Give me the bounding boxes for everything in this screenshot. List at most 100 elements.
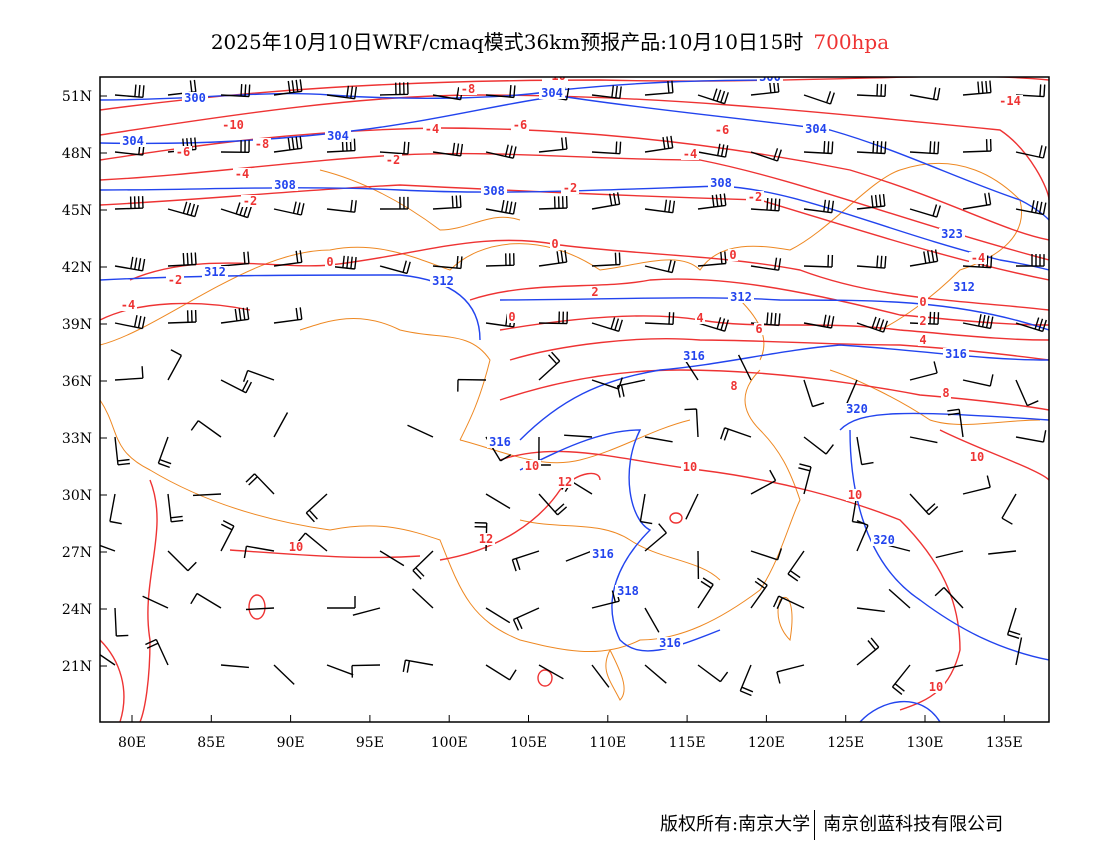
label-background	[918, 296, 928, 308]
wind-barb	[697, 88, 729, 105]
label-background	[202, 266, 228, 278]
label-background	[918, 315, 928, 327]
label-background	[729, 380, 739, 392]
contour-label: 304	[122, 134, 144, 148]
label-background	[846, 489, 864, 501]
wind-barb	[1015, 430, 1047, 443]
wind-barb	[485, 85, 516, 99]
label-background	[253, 138, 271, 150]
lat-tick-label: 27N	[62, 545, 92, 561]
contour-label: 316	[659, 636, 681, 650]
label-background	[556, 476, 574, 488]
label-background	[871, 534, 897, 546]
wind-barb	[565, 550, 593, 562]
wind-barb	[856, 140, 887, 155]
wind-barb	[100, 544, 116, 552]
label-background	[695, 312, 705, 324]
wind-barb	[190, 420, 222, 438]
wind-barb	[856, 519, 869, 552]
wind-barb	[142, 595, 169, 609]
wind-barb	[750, 148, 782, 162]
wind-barb	[591, 192, 621, 210]
wind-barb	[243, 545, 275, 559]
wind-barb	[750, 312, 781, 327]
wind-barb	[856, 83, 887, 97]
wind-barb	[326, 85, 357, 100]
label-background	[615, 585, 641, 597]
wind-barb	[242, 369, 275, 383]
contour-label: 10	[970, 450, 984, 464]
wind-barb	[114, 84, 145, 98]
contour-label: 308	[483, 184, 505, 198]
wind-barb	[644, 199, 676, 214]
label-background	[969, 252, 987, 264]
label-background	[713, 124, 731, 136]
wind-barb	[697, 193, 727, 210]
wind-barb	[379, 550, 405, 567]
wind-barb	[351, 664, 381, 678]
label-background	[487, 436, 513, 448]
contour-label: -8	[461, 82, 475, 96]
wind-barb	[327, 596, 356, 609]
wind-barb	[1006, 607, 1021, 639]
wind-barb	[697, 664, 729, 683]
wind-barb	[220, 84, 251, 98]
label-background	[918, 334, 928, 346]
footer-divider	[814, 810, 816, 840]
label-background	[523, 460, 541, 472]
contour-label: 308	[710, 176, 732, 190]
label-background	[507, 311, 517, 323]
wind-barb	[485, 199, 517, 215]
wind-barb	[538, 351, 561, 381]
wind-barb	[100, 653, 116, 666]
label-background	[550, 238, 560, 250]
wind-barb	[432, 255, 463, 270]
label-background	[423, 123, 441, 135]
wind-barb	[379, 141, 410, 155]
wind-barb	[220, 202, 253, 219]
contour-label: 4	[919, 333, 926, 347]
contour-label: 316	[592, 547, 614, 561]
wind-barb	[192, 493, 222, 497]
wind-barb	[856, 316, 889, 333]
label-background	[590, 286, 600, 298]
wind-barb	[145, 638, 169, 666]
wind-barb	[750, 79, 780, 96]
wind-barb	[888, 588, 911, 609]
pressure-level: 700hpa	[813, 30, 890, 54]
longitude-axis: 80E 85E 90E 95E 100E 105E 110E 115E 120E 125E 130E…	[118, 715, 1023, 751]
wind-barb	[962, 374, 994, 387]
contour-label: 300	[184, 91, 206, 105]
wind-barb	[909, 249, 939, 267]
map-frame	[99, 76, 1050, 723]
label-background	[943, 348, 969, 360]
wind-barb	[157, 436, 172, 469]
lon-tick-label: 85E	[197, 735, 225, 751]
wind-barb	[114, 436, 130, 466]
contour-label: 0	[326, 255, 333, 269]
contour-label: 6	[755, 322, 762, 336]
wind-barb	[273, 412, 289, 438]
lat-tick-label: 39N	[62, 317, 92, 333]
wind-barb	[697, 577, 714, 609]
contour-label: 10	[289, 540, 303, 554]
wind-barb	[591, 252, 621, 267]
wind-barb	[352, 607, 381, 616]
wind-barb	[962, 254, 993, 269]
wind-barb	[798, 463, 812, 495]
wind-barb	[684, 408, 699, 438]
contour-label: 308	[274, 178, 296, 192]
wind-barb	[1015, 200, 1047, 216]
label-background	[590, 548, 616, 560]
contour-label: -2	[748, 190, 762, 204]
wind-barb	[1001, 493, 1017, 525]
label-background	[939, 228, 965, 240]
contour-label: -6	[715, 123, 729, 137]
label-background	[120, 135, 146, 147]
wind-barb	[485, 253, 515, 267]
wind-barb	[538, 195, 568, 210]
wind-barb	[803, 436, 834, 455]
wind-barb	[909, 141, 940, 155]
wind-barb	[962, 475, 991, 495]
